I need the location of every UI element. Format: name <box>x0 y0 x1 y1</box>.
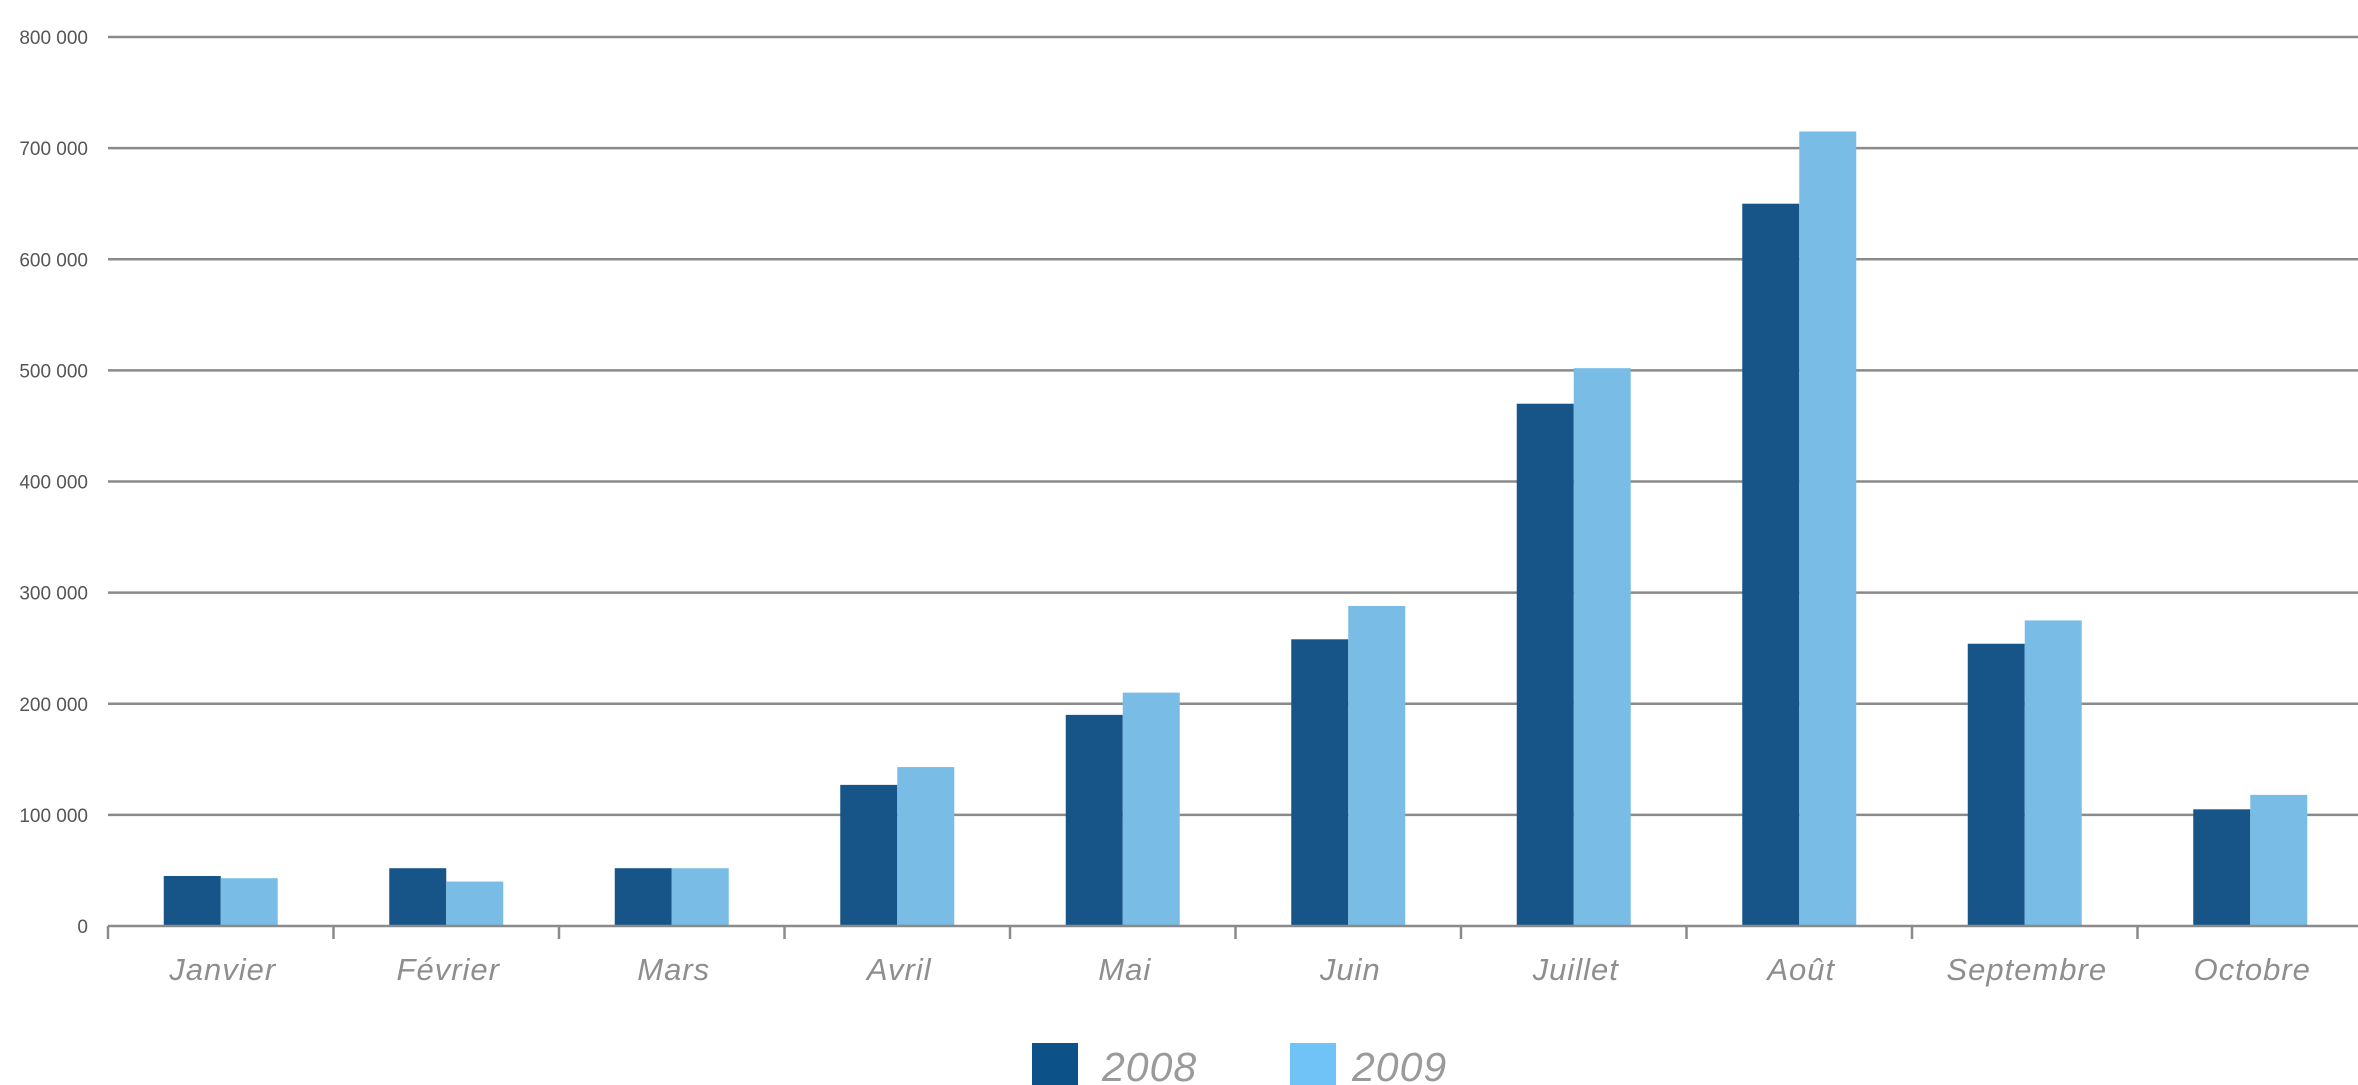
y-tick-label: 100 000 <box>19 806 88 827</box>
x-tick-labels: Janvier Février Mars Avril Mai Juin Juillet Aoû… <box>168 952 2311 987</box>
x-tick-label: Mars <box>637 952 710 987</box>
bar-2008-4 <box>1065 714 1123 926</box>
bar-2009-6 <box>1573 368 1631 927</box>
legend-swatch-2009 <box>1290 1043 1336 1085</box>
x-tick-label: Octobre <box>2194 952 2311 987</box>
bar-2009-5 <box>1348 605 1406 926</box>
bar-2008-1 <box>389 868 447 926</box>
bar-2009-8 <box>2024 620 2082 926</box>
axes <box>106 924 2358 939</box>
legend: 2008 2009 <box>1032 1043 1447 1085</box>
y-tick-label: 500 000 <box>19 361 88 382</box>
y-tick-label: 200 000 <box>19 695 88 716</box>
y-tick-label: 0 <box>77 917 88 938</box>
y-tick-label: 600 000 <box>19 250 88 271</box>
bar-2008-2 <box>614 868 672 926</box>
bar-2008-6 <box>1516 403 1574 926</box>
y-tick-label: 700 000 <box>19 139 88 160</box>
legend-label-2009: 2009 <box>1351 1044 1447 1085</box>
y-tick-label: 800 000 <box>19 28 88 49</box>
bar-2009-9 <box>2250 794 2308 926</box>
bar-2008-0 <box>163 875 221 926</box>
bar-2008-7 <box>1742 203 1800 926</box>
legend-swatch-2008 <box>1032 1043 1078 1085</box>
bar-2009-1 <box>446 881 504 926</box>
x-tick-label: Juin <box>1319 952 1381 987</box>
x-tick-label: Février <box>397 952 501 987</box>
x-tick-label: Juillet <box>1532 952 1620 987</box>
y-tick-label: 400 000 <box>19 473 88 494</box>
x-tick-label: Septembre <box>1946 952 2107 987</box>
bar-2009-2 <box>671 868 729 926</box>
y-tick-labels: 0 100 000 200 000 300 000 400 000 500 000 600 … <box>19 28 88 938</box>
bar-2009-4 <box>1122 692 1180 926</box>
x-tick-label: Avril <box>865 952 932 987</box>
gridlines <box>108 35 2358 817</box>
legend-label-2008: 2008 <box>1101 1044 1197 1085</box>
bar-2009-3 <box>897 767 955 926</box>
bar-2008-8 <box>1967 643 2025 926</box>
bar-2008-5 <box>1291 639 1349 926</box>
x-tick-label: Janvier <box>168 952 277 987</box>
bar-2009-7 <box>1799 131 1857 927</box>
bar-2009-0 <box>220 878 278 926</box>
bar-2008-9 <box>2193 809 2251 926</box>
bars <box>163 131 2308 927</box>
bar-2008-3 <box>840 784 898 926</box>
x-tick-label: Août <box>1765 952 1835 987</box>
y-tick-label: 300 000 <box>19 584 88 605</box>
x-tick-label: Mai <box>1098 952 1151 987</box>
